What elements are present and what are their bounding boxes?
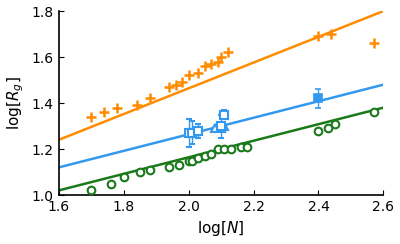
Y-axis label: log[$\mathit{R_g}$]: log[$\mathit{R_g}$] [6,76,26,130]
X-axis label: log[$\mathit{N}$]: log[$\mathit{N}$] [198,219,245,238]
